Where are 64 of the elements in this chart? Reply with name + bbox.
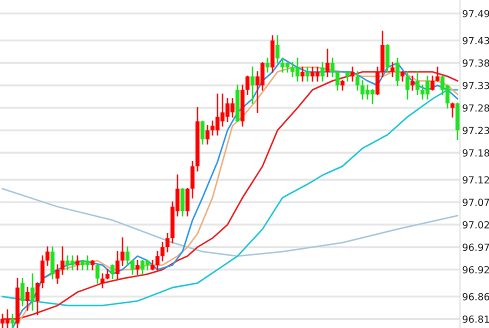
candlestick [190,161,194,198]
y-tick-label: 97.33 [462,82,489,90]
candlestick [406,71,410,100]
y-tick-label: 97.23 [462,126,489,134]
candlestick [326,48,330,78]
y-tick-label: 97.07 [462,198,489,206]
y-tick-label: 97.43 [462,36,489,44]
candlestick [26,286,30,311]
candlestick [160,242,164,262]
candlestick [390,62,394,78]
y-tick-label: 97.28 [462,104,489,112]
candlestick [110,264,114,280]
candlestick [450,102,454,118]
candlestick [40,255,44,288]
candlestick [336,71,340,91]
candlestick [156,250,160,270]
candlestick [130,260,134,275]
y-tick-label: 97.49 [462,10,489,18]
candlestick [276,35,280,64]
candlestick [306,66,310,82]
y-tick-label: 97.18 [462,149,489,157]
candlestick [410,76,414,91]
candlestick [166,232,170,252]
candlestick [60,246,64,275]
candlestick [46,246,50,266]
candlestick [266,58,270,73]
candlestick [396,58,400,86]
candlestick [376,66,380,96]
candlestick [20,278,24,306]
candlestick [76,255,80,270]
candlestick [180,188,184,216]
candlestick [250,66,254,104]
candlestick [36,282,40,316]
candlestick [126,246,130,266]
y-tick-label: 96.92 [462,266,489,274]
candlestick [10,314,14,328]
candlestick [30,273,34,311]
candlestick [350,66,354,82]
candlestick [320,62,324,82]
candlestick [430,76,434,91]
candlestick [246,76,250,96]
y-tick-label: 96.86 [462,293,489,300]
y-tick-label: 97.38 [462,59,489,67]
candlestick [136,260,140,275]
line-series [2,188,458,257]
candlestick [96,264,100,284]
candlestick [116,250,120,280]
candlestick [50,246,54,280]
y-tick-label: 97.12 [462,176,489,184]
candlestick [206,125,210,144]
candlestick [120,237,124,266]
candlestick [186,188,190,216]
candlestick [436,66,440,82]
candlestick [416,71,420,96]
candlestick [100,273,104,288]
candlestick [356,71,360,91]
y-tick-label: 97.02 [462,221,489,228]
candlestick [386,44,390,73]
candlestick [300,66,304,82]
candlestick [56,264,60,284]
y-tick-label: 96.81 [462,315,489,323]
candlestick [330,58,334,78]
y-tick-label: 96.97 [462,244,489,251]
candlestick [200,120,204,144]
